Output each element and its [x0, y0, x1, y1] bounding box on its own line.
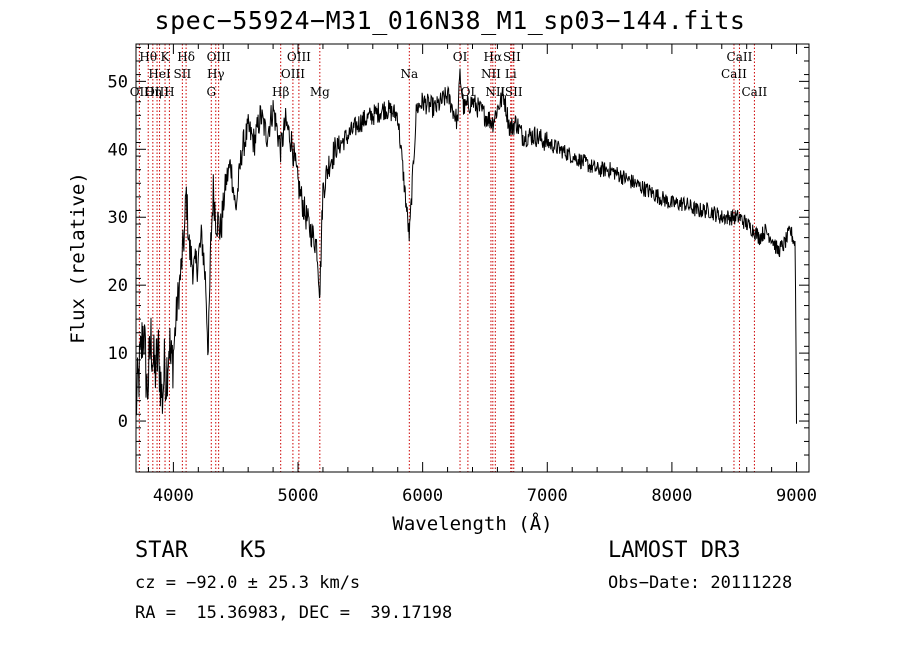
x-tick-label: 5000 [278, 486, 319, 506]
y-tick-label: 50 [108, 72, 128, 92]
spectral-line-label: OIII [281, 67, 305, 81]
spectral-line-label: Na [400, 67, 418, 81]
chart-title: spec−55924−M31_016N38_M1_sp03−144.fits [154, 6, 746, 35]
line-labels-layer: OIIHθHηOIIIHeIKHSIIHδGHγOIIIHβOIIIOIIIMg… [130, 50, 768, 99]
spectral-line-label: Hγ [207, 67, 225, 81]
survey-name: LAMOST DR3 [608, 538, 741, 563]
spectrum-line [135, 68, 797, 424]
spectral-lines-layer [138, 44, 755, 472]
spectral-line-label: OIII [287, 50, 311, 64]
spectral-line-label: CaII [741, 85, 767, 99]
spectral-line-label: NII [481, 67, 501, 81]
spectral-line-label: Mg [310, 85, 330, 99]
spectral-line-label: OIII [145, 85, 169, 99]
spectral-line-label: Li [505, 67, 517, 81]
spectral-line-label: Hβ [272, 85, 289, 99]
y-tick-label: 20 [108, 276, 128, 296]
spectral-line-label: CaII [721, 67, 747, 81]
spectral-line-label: OI [453, 50, 468, 64]
x-tick-label: 4000 [153, 486, 194, 506]
spectral-line-label: OI [461, 85, 476, 99]
object-class: STAR [135, 538, 188, 563]
x-tick-label: 8000 [651, 486, 692, 506]
spectral-line-label: G [206, 85, 216, 99]
y-tick-label: 30 [108, 208, 128, 228]
y-tick-label: 40 [108, 140, 128, 160]
object-subclass: K5 [240, 538, 267, 563]
spectral-line-label: H [164, 85, 174, 99]
x-tick-label: 9000 [776, 486, 817, 506]
x-tick-label: 7000 [527, 486, 568, 506]
spectral-line-label: SII [174, 67, 192, 81]
spectral-line-label: OIII [207, 50, 231, 64]
axes-layer: 4000 5000 6000 7000 8000 9000 0 10 20 30 40 50 Wavel… [67, 43, 817, 535]
plot-frame [135, 43, 810, 473]
obs-date: Obs−Date: 20111228 [608, 573, 793, 593]
x-tick-label: 6000 [402, 486, 443, 506]
spectral-line-label: K [161, 50, 171, 64]
coordinates-readout: RA = 15.36983, DEC = 39.17198 [135, 603, 453, 623]
spectral-line-label: Hδ [177, 50, 195, 64]
spectral-line-label: SII [505, 85, 523, 99]
y-tick-label: 10 [108, 344, 128, 364]
spectral-line-label: SII [503, 50, 521, 64]
spectral-line-label: OII [130, 85, 150, 99]
x-axis-label: Wavelength (Å) [392, 512, 552, 535]
y-tick-label: 0 [118, 412, 128, 432]
spectral-line-label: Hθ [139, 50, 157, 64]
y-axis-label: Flux (relative) [67, 172, 89, 344]
spectral-line-label: HeI [148, 67, 171, 81]
spectral-line-label: Hη [144, 85, 162, 99]
spectral-line-label: Hα [484, 50, 503, 64]
redshift-readout: cz = −92.0 ± 25.3 km/s [135, 573, 361, 593]
spectral-line-label: NII [485, 85, 505, 99]
spectral-line-label: CaII [727, 50, 753, 64]
spectrum-layer [135, 68, 797, 424]
